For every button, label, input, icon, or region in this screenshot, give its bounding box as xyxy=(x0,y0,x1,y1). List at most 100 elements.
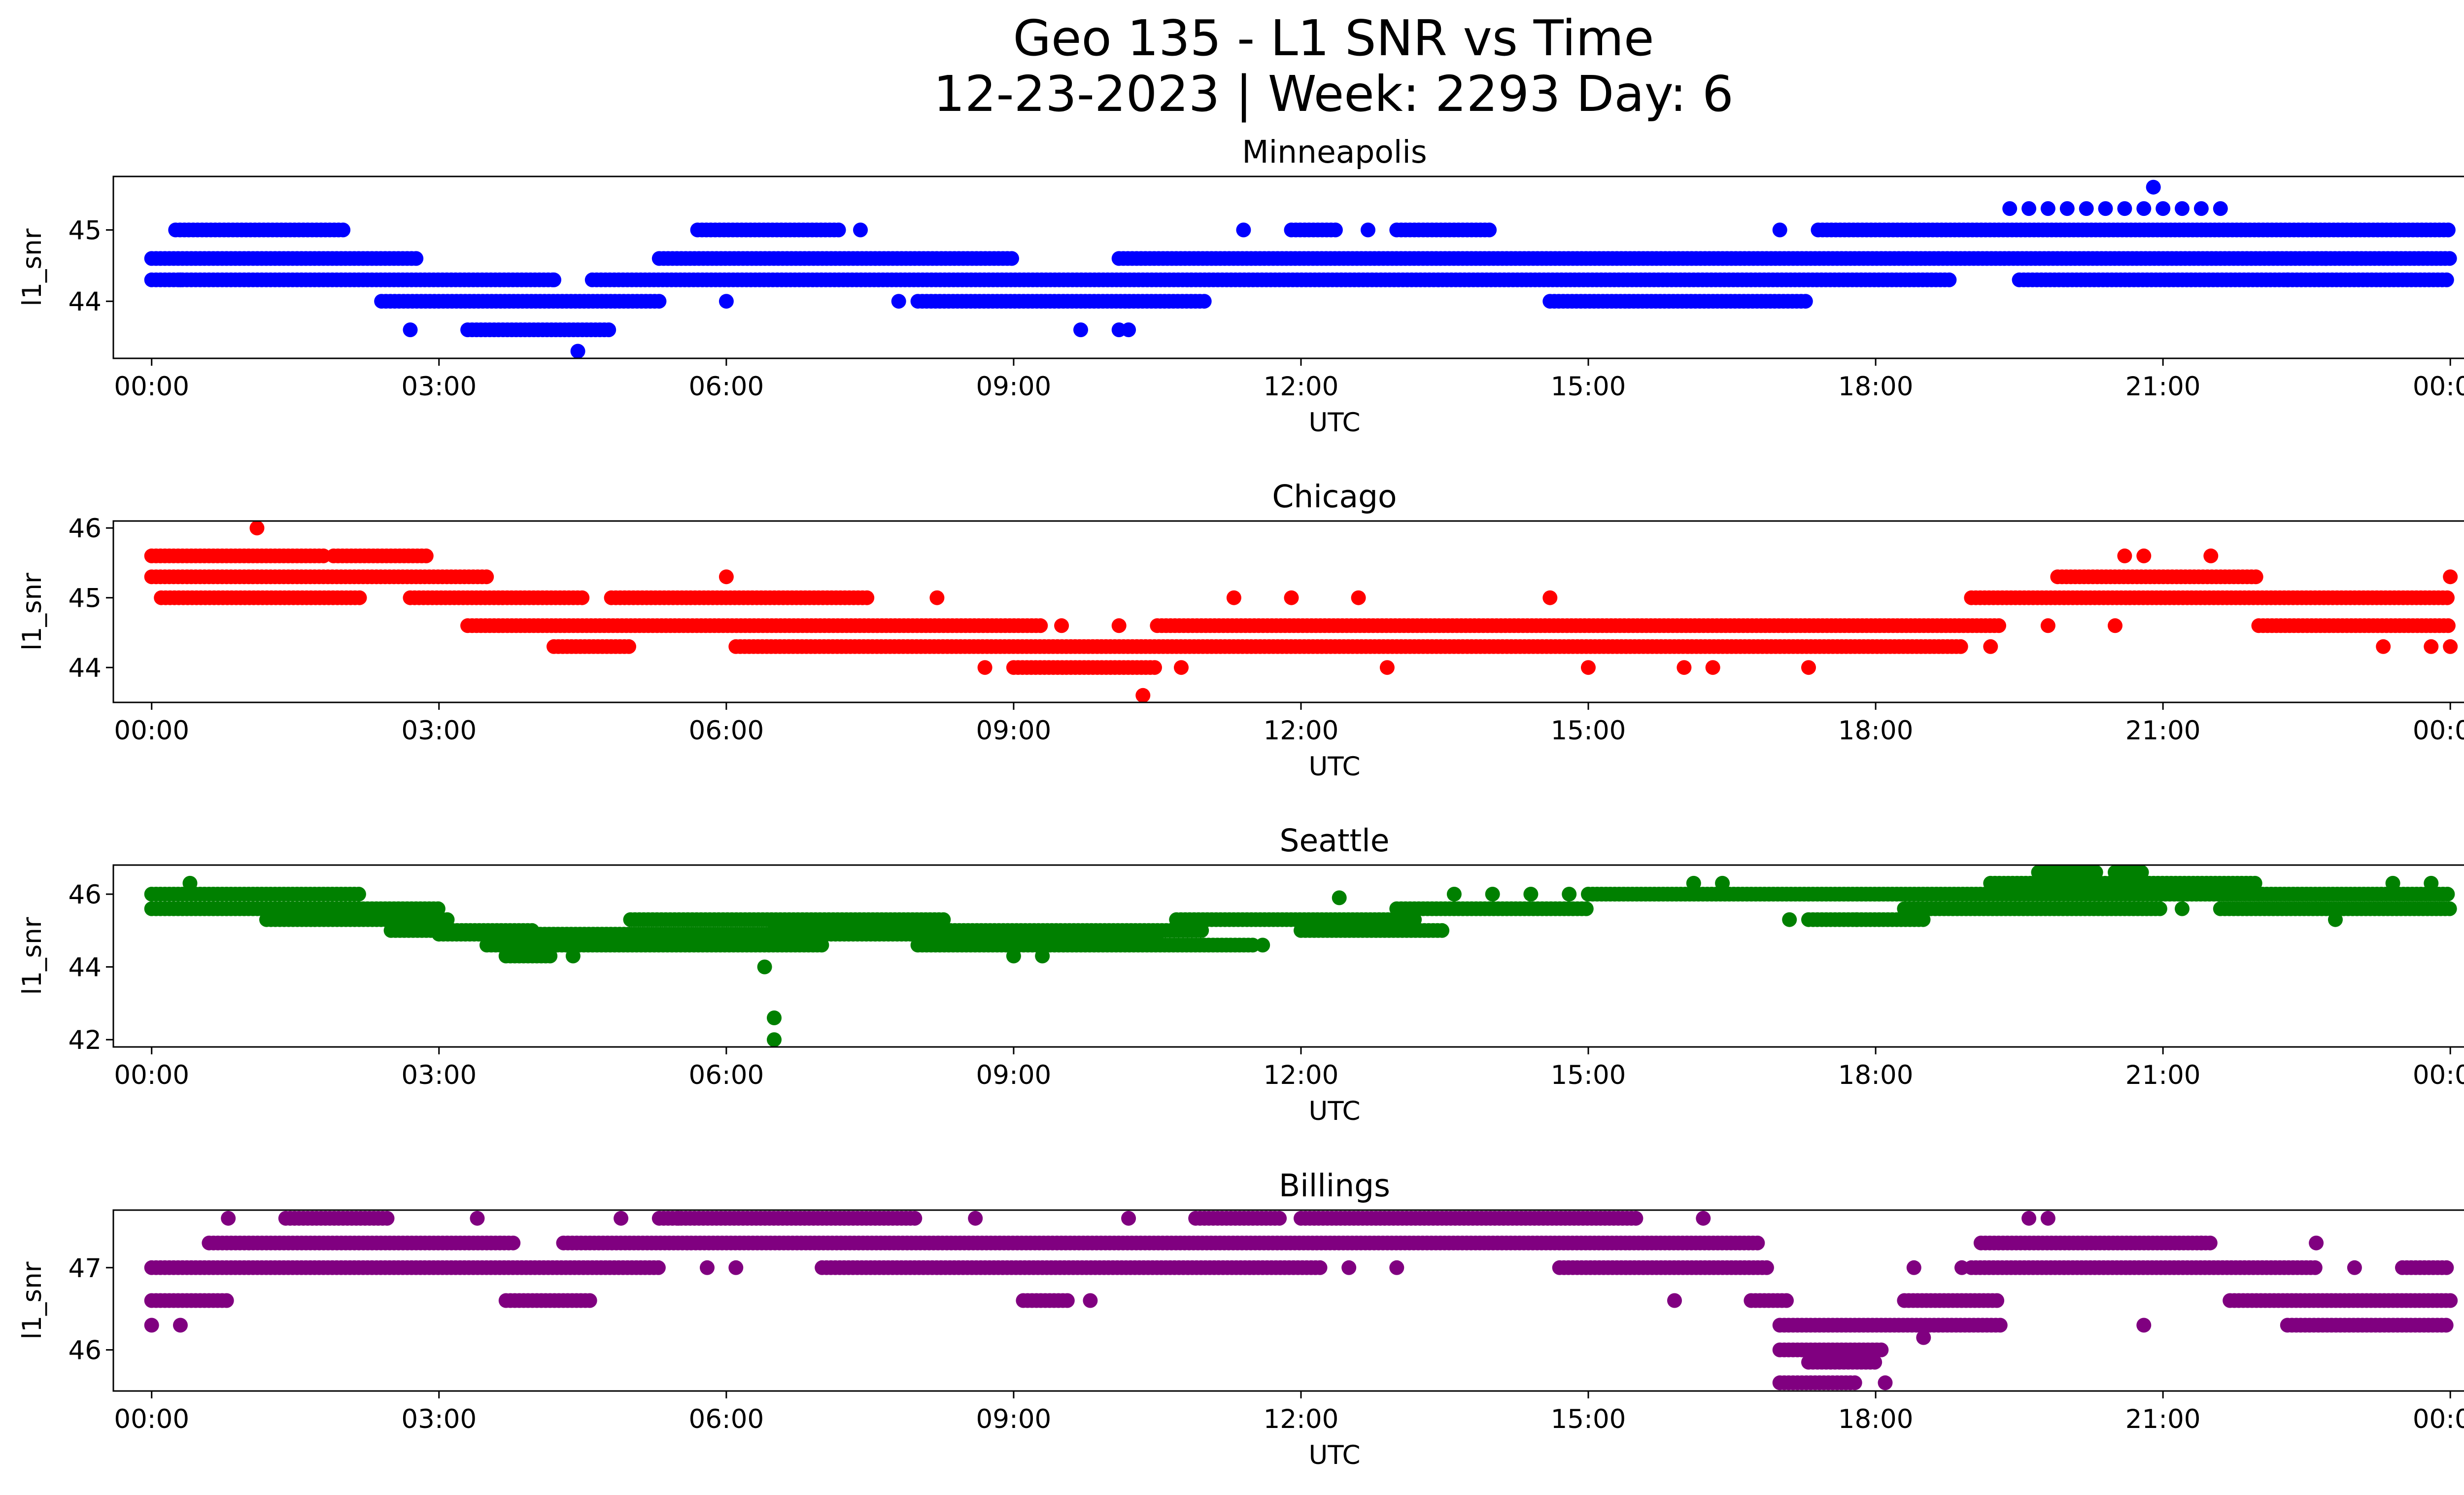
data-point xyxy=(2021,201,2037,216)
data-point xyxy=(219,1293,234,1308)
data-point xyxy=(1523,887,1539,902)
data-point xyxy=(719,294,734,309)
x-axis-label: UTC xyxy=(1308,1096,1360,1126)
data-point xyxy=(2175,201,2190,216)
data-point xyxy=(1677,660,1692,675)
data-point xyxy=(1361,222,1375,238)
data-point xyxy=(409,251,424,266)
data-point xyxy=(1849,912,1864,927)
data-point xyxy=(1446,887,1462,902)
data-point xyxy=(403,322,418,338)
x-tick-label: 21:00 xyxy=(2125,716,2201,746)
data-point xyxy=(2213,201,2228,216)
data-point xyxy=(2079,201,2094,216)
subplot-title: Minneapolis xyxy=(1242,134,1427,170)
x-tick-label: 18:00 xyxy=(1838,716,1914,746)
data-point xyxy=(859,590,875,605)
data-point xyxy=(2146,179,2161,195)
data-point xyxy=(2439,1260,2454,1275)
scatter-points xyxy=(144,521,2458,702)
x-tick-label: 12:00 xyxy=(1264,1060,1339,1090)
axes-frame xyxy=(112,175,2464,359)
data-point xyxy=(570,344,585,358)
data-point xyxy=(1272,1211,1287,1226)
data-point xyxy=(719,569,734,585)
data-point xyxy=(1332,890,1347,905)
x-axis-label: UTC xyxy=(1308,408,1360,438)
data-point xyxy=(1983,639,1998,654)
y-tick-label: 44 xyxy=(68,653,102,683)
data-point xyxy=(2443,569,2458,585)
data-point xyxy=(929,590,945,605)
data-point xyxy=(767,1010,782,1025)
y-tick-label: 46 xyxy=(68,514,102,544)
data-point xyxy=(2424,639,2439,654)
x-tick-label: 18:00 xyxy=(1838,372,1914,402)
data-point xyxy=(2193,201,2209,216)
data-point xyxy=(479,569,494,585)
data-point xyxy=(418,548,434,563)
data-point xyxy=(1485,887,1500,902)
data-point xyxy=(249,521,265,536)
data-point xyxy=(977,660,992,675)
data-point xyxy=(1750,1235,1765,1251)
data-point xyxy=(907,1211,923,1226)
x-tick-label: 12:00 xyxy=(1264,372,1339,402)
data-point xyxy=(1562,887,1577,902)
x-tick-label: 00:00 xyxy=(2413,372,2464,402)
data-point xyxy=(575,590,590,605)
data-point xyxy=(1236,222,1251,238)
x-tick-label: 15:00 xyxy=(1551,372,1626,402)
data-point xyxy=(543,948,558,964)
x-tick-label: 18:00 xyxy=(1838,1060,1914,1090)
scatter-points xyxy=(144,865,2457,1047)
data-point xyxy=(1035,948,1050,964)
x-tick-label: 09:00 xyxy=(976,716,1052,746)
data-point xyxy=(757,959,772,974)
subplot-title: Billings xyxy=(1279,1168,1390,1204)
data-point xyxy=(1111,618,1127,633)
data-point xyxy=(2328,912,2343,927)
data-point xyxy=(2156,201,2171,216)
data-point xyxy=(1581,660,1596,675)
data-point xyxy=(2443,639,2458,654)
data-point xyxy=(1991,618,2006,633)
data-point xyxy=(2136,548,2152,563)
y-tick-label: 46 xyxy=(68,880,102,910)
x-tick-label: 21:00 xyxy=(2125,1060,2201,1090)
data-point xyxy=(1135,688,1151,702)
data-point xyxy=(2098,201,2113,216)
data-point xyxy=(1705,660,1720,675)
y-axis-label: l1_snr xyxy=(17,917,47,995)
data-point xyxy=(1953,639,1968,654)
data-point xyxy=(1197,294,1212,309)
data-point xyxy=(1006,948,1021,964)
data-point xyxy=(1435,923,1450,938)
data-point xyxy=(2440,222,2456,238)
data-point xyxy=(1194,923,1209,938)
data-point xyxy=(547,272,561,287)
data-point xyxy=(1989,1293,2005,1308)
data-point xyxy=(351,887,366,902)
data-point xyxy=(1060,1293,1075,1308)
data-point xyxy=(2280,272,2295,287)
scatter-points xyxy=(144,179,2457,358)
data-point xyxy=(1351,590,1366,605)
data-point xyxy=(1054,618,1069,633)
x-tick-label: 12:00 xyxy=(1264,716,1339,746)
data-point xyxy=(2440,887,2455,902)
x-tick-label: 00:00 xyxy=(2413,716,2464,746)
data-point xyxy=(1759,1260,1774,1275)
data-point xyxy=(1916,912,1931,927)
data-point xyxy=(2376,639,2391,654)
data-point xyxy=(2439,272,2454,287)
x-tick-label: 00:00 xyxy=(114,716,189,746)
data-point xyxy=(1147,660,1162,675)
data-point xyxy=(2248,569,2263,585)
data-point xyxy=(582,1293,597,1308)
data-point xyxy=(1482,222,1497,238)
data-point xyxy=(1226,590,1241,605)
data-point xyxy=(1328,222,1343,238)
